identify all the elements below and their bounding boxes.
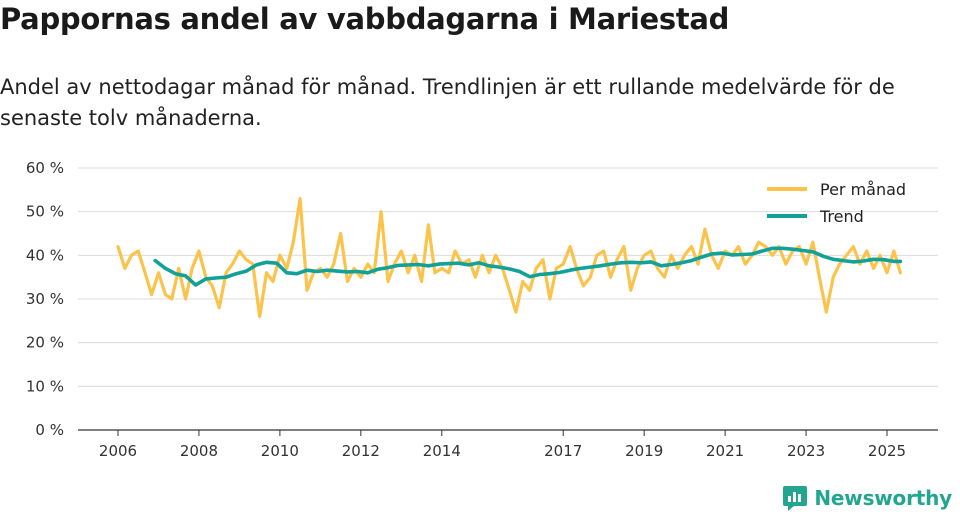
x-tick-label: 2010 [261,442,299,460]
y-tick-label: 50 % [26,203,64,221]
y-tick-label: 60 % [26,159,64,177]
y-tick-label: 10 % [26,377,64,395]
brand: Newsworthy [782,484,952,512]
x-tick-label: 2019 [625,442,663,460]
x-tick-label: 2014 [423,442,461,460]
legend-label: Per månad [820,180,906,199]
chart-subtitle: Andel av nettodagar månad för månad. Tre… [0,75,895,130]
x-tick-label: 2025 [868,442,906,460]
x-tick-label: 2006 [99,442,137,460]
x-tick-label: 2023 [787,442,825,460]
y-tick-label: 30 % [26,290,64,308]
legend-label: Trend [819,207,864,226]
newsworthy-logo-icon [783,486,808,511]
chart-title: Pappornas andel av vabbdagarna i Mariest… [0,2,730,36]
brand-name: Newsworthy [814,486,952,510]
x-tick-label: 2021 [706,442,744,460]
series-line-per-manad [116,197,903,319]
y-tick-label: 40 % [26,246,64,264]
y-tick-label: 20 % [26,334,64,352]
x-tick-label: 2012 [342,442,380,460]
y-tick-label: 0 % [35,421,64,439]
x-tick-label: 2017 [544,442,582,460]
series-line-trend [153,246,903,287]
x-tick-label: 2008 [180,442,218,460]
